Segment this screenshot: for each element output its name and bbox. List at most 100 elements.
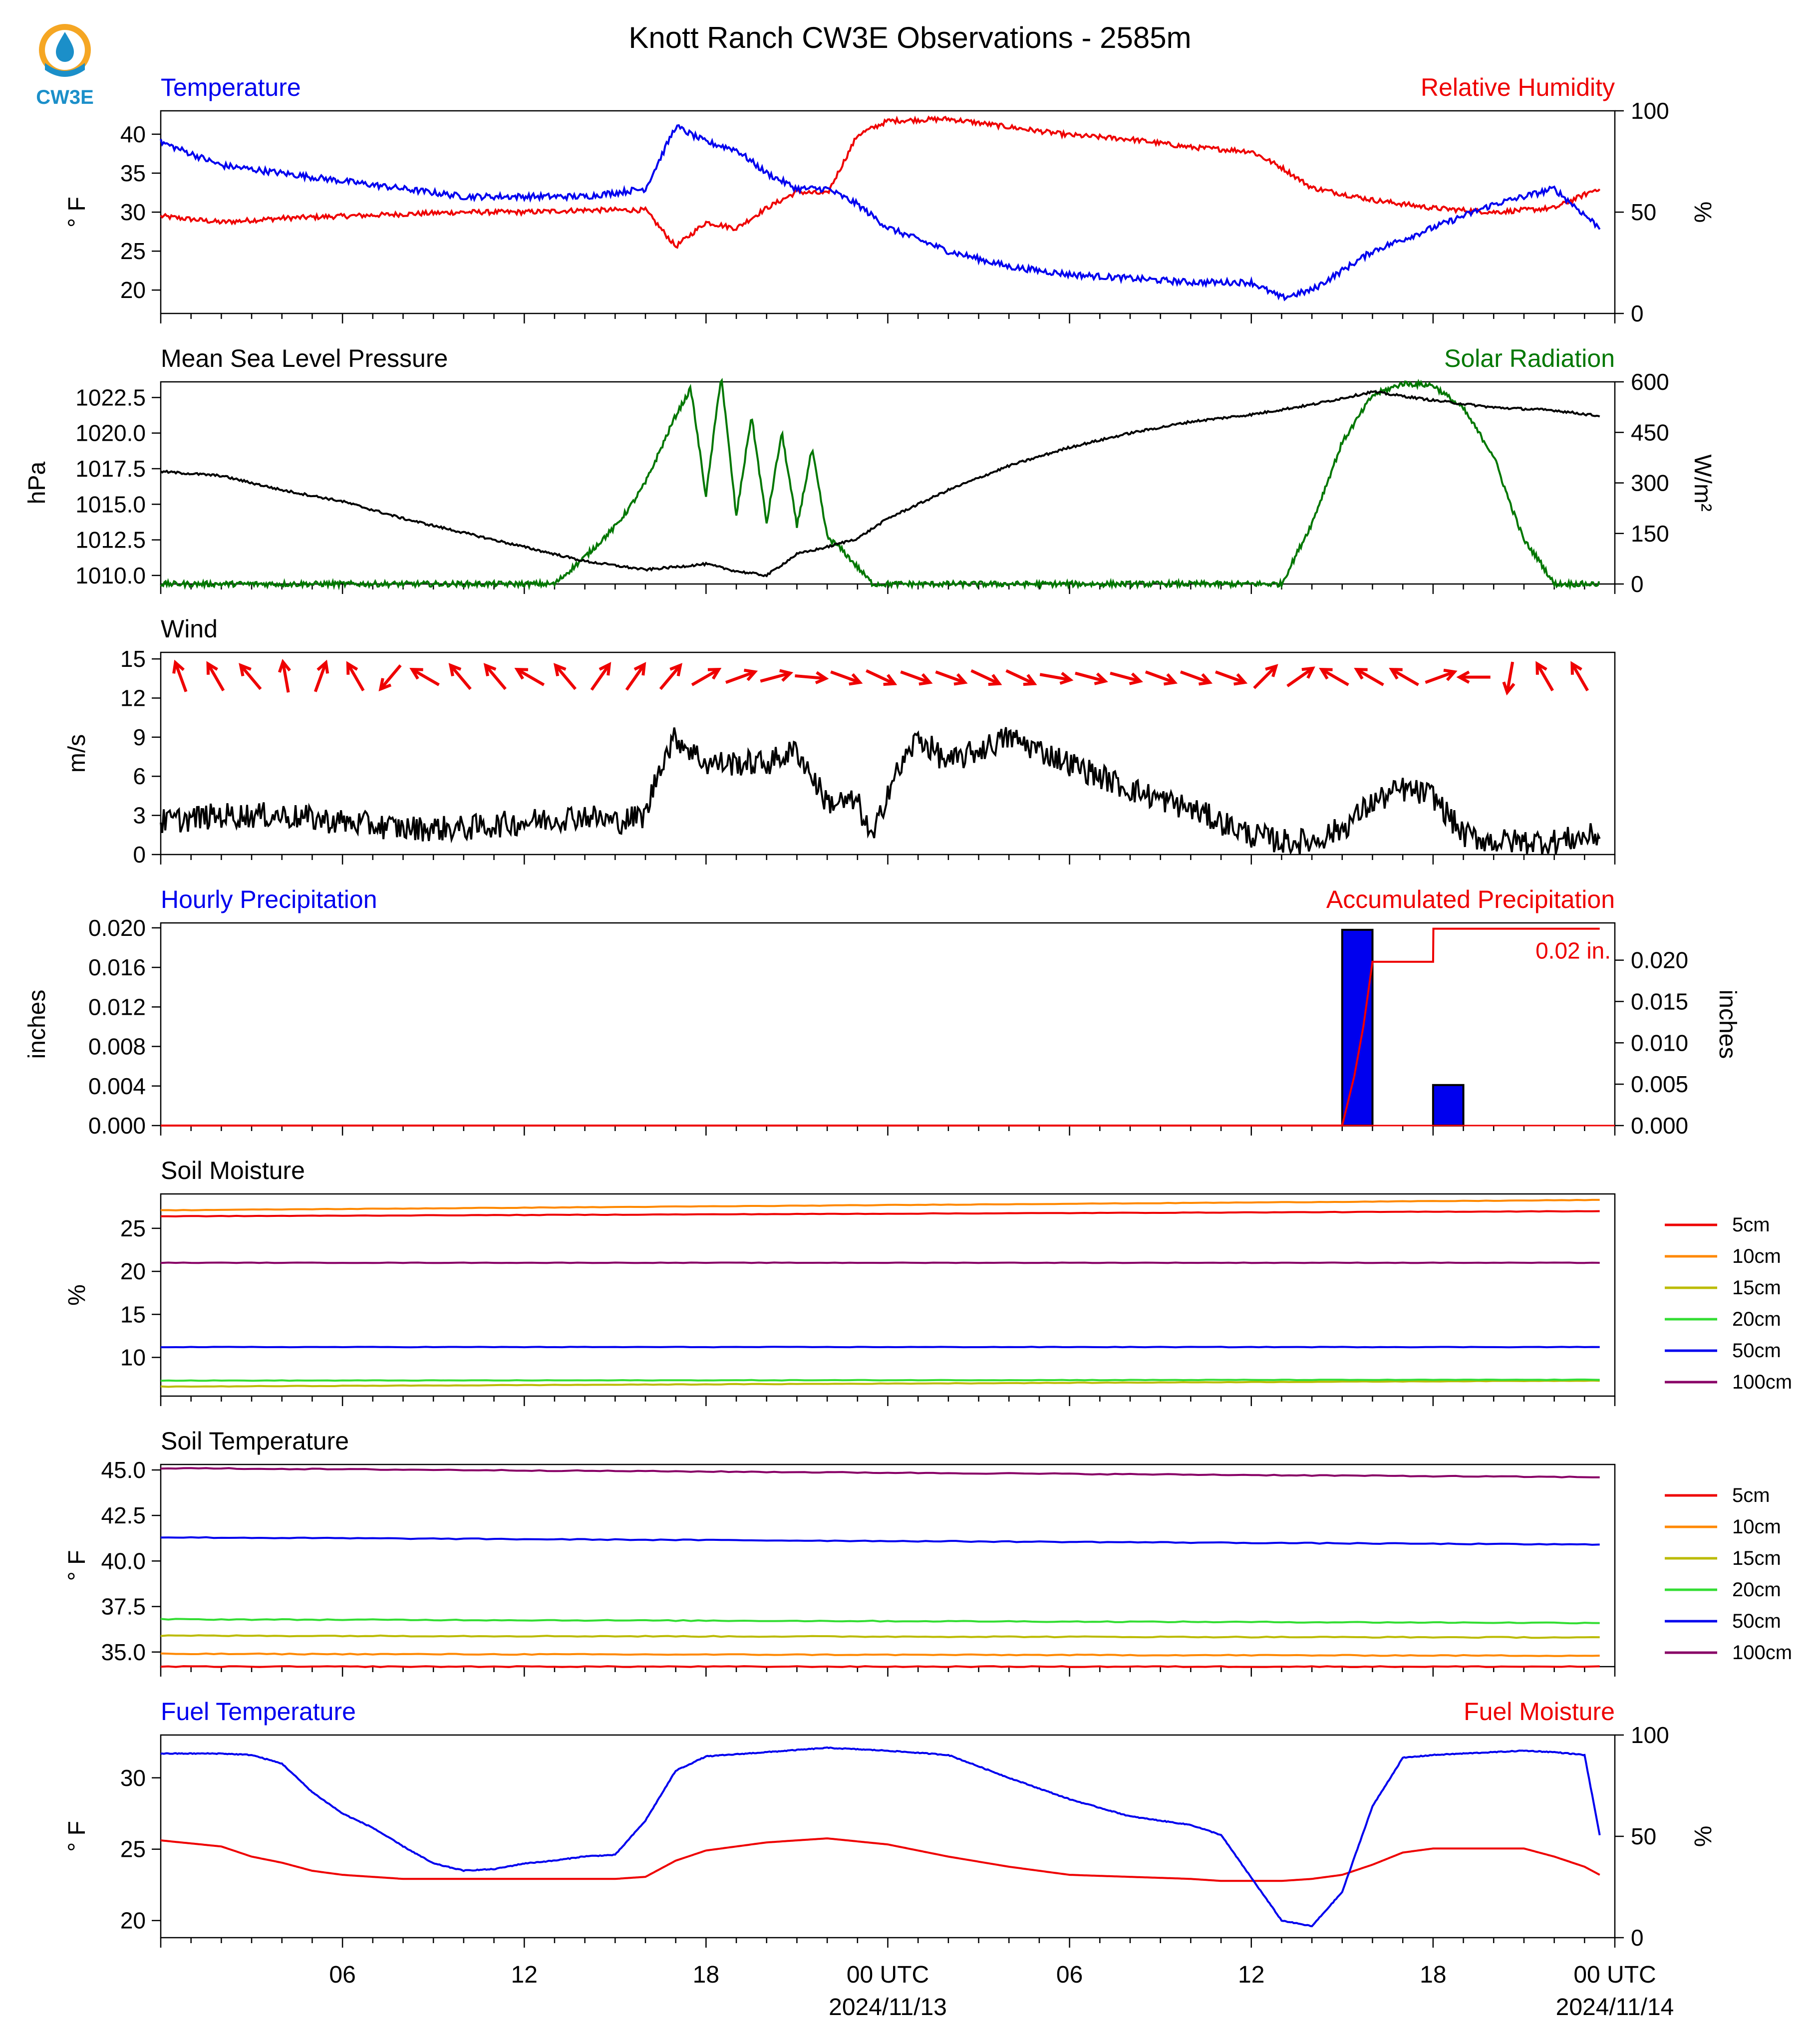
legend-label: 50cm [1732, 1610, 1781, 1632]
wind-arrow [346, 663, 365, 691]
y-tick-label: 35 [120, 160, 146, 186]
wind-arrow [554, 664, 577, 690]
wind-arrow-head [779, 669, 794, 682]
precipitation-panel: 0.000 0.004 0.008 0.012 0.016 0.020 inches 0.00… [24, 885, 1741, 1139]
wind-arrow [760, 671, 791, 683]
legend-label: 5cm [1732, 1214, 1770, 1236]
wind-arrow-head [1443, 668, 1458, 681]
legend-label: 100cm [1732, 1642, 1792, 1664]
wind-arrow-head [707, 668, 722, 680]
legend-label: 10cm [1732, 1245, 1781, 1267]
y-tick-label: 20 [120, 1908, 146, 1934]
y-right-tick-label: 450 [1631, 419, 1669, 445]
y-tick-label: 1012.5 [75, 527, 146, 553]
y-right-tick-label: 50 [1631, 199, 1656, 225]
legend-label: 5cm [1732, 1484, 1770, 1506]
y-tick-label: 0 [133, 842, 146, 868]
wind-arrow-head [1389, 668, 1403, 680]
wind-arrow [411, 668, 440, 686]
y-right-tick-label: 0.010 [1631, 1030, 1688, 1056]
panel-title-left: Soil Moisture [161, 1157, 305, 1184]
wind-arrow-head [1570, 661, 1582, 675]
wind-arrow-head [346, 661, 358, 675]
plot-frame [160, 110, 1616, 314]
wind-arrow [625, 663, 646, 691]
wind-arrow [1425, 670, 1455, 684]
wind-arrow-head [1023, 674, 1037, 686]
wind-arrow [1391, 668, 1419, 686]
panel-title-right: Fuel Moisture [1464, 1698, 1615, 1726]
plot-frame [160, 1734, 1616, 1939]
wind-arrow [1535, 663, 1554, 691]
y-axis-label: inches [24, 990, 50, 1059]
wind-arrow-head [918, 673, 933, 686]
wind-arrow-head [1265, 664, 1278, 677]
wind-arrow-head [206, 661, 218, 675]
y-right-tick-label: 600 [1631, 369, 1669, 395]
y-axis-label: ° F [64, 1821, 90, 1852]
y-right-tick-label: 100 [1631, 98, 1669, 124]
y-tick-label: 15 [120, 1301, 146, 1327]
x-date-label: 2024/11/14 [1556, 1994, 1674, 2021]
wind-arrow-head [744, 668, 758, 681]
wind-arrow [659, 664, 682, 690]
wind-arrow-head [815, 671, 829, 684]
panel-title-right: Relative Humidity [1421, 73, 1615, 101]
wind-arrow [935, 670, 965, 684]
wind-arrow-head [849, 673, 863, 686]
y-tick-label: 0.008 [88, 1034, 146, 1060]
wind-arrow [830, 670, 861, 684]
wind-arrow-head [448, 663, 462, 677]
y-tick-label: 25 [120, 238, 146, 264]
wind-arrow-head [953, 673, 968, 686]
y-tick-label: 1015.0 [75, 491, 146, 517]
panel-title-left: Fuel Temperature [161, 1698, 356, 1726]
y-tick-label: 1010.0 [75, 563, 146, 588]
wind-arrow [970, 669, 1000, 685]
wind-arrow [725, 670, 756, 684]
y-tick-label: 1017.5 [75, 456, 146, 482]
wind-arrow [1253, 665, 1277, 689]
x-tick-label: 12 [511, 1962, 538, 1988]
y-tick-label: 42.5 [101, 1502, 146, 1528]
soil-series-line [160, 1665, 1600, 1668]
y-right-tick-label: 0.015 [1631, 988, 1688, 1014]
y-tick-label: 0.020 [88, 915, 146, 941]
wind-arrow [379, 664, 402, 690]
cw3e-logo: CW3E [30, 18, 100, 108]
wind-arrow-head [378, 678, 392, 692]
soil-series-line [160, 1378, 1600, 1382]
precip-bar [1432, 1084, 1465, 1127]
wind-arrow-head [553, 663, 567, 677]
wind-arrow-head [1354, 668, 1368, 680]
wind-arrow [900, 670, 930, 684]
rh-series-line [160, 115, 1601, 249]
soil-series-line [161, 1210, 1600, 1218]
y-right-tick-label: 0.005 [1631, 1071, 1688, 1097]
plot-frame [160, 1193, 1616, 1397]
wind-arrow-head [483, 663, 497, 677]
wind-arrow [484, 664, 507, 690]
accumulated-total-label: 0.02 in. [1535, 938, 1611, 964]
y-right-tick-label: 150 [1631, 521, 1669, 547]
panel-title-left: Temperature [161, 73, 301, 101]
x-tick-label: 18 [693, 1962, 719, 1988]
y-tick-label: 10 [120, 1344, 146, 1370]
soil-series-line [160, 1467, 1600, 1478]
wind-arrow-head [1199, 673, 1213, 686]
wind-panel: 0 3 6 9 12 15 m/s Wind [64, 615, 1616, 868]
panel-title-left: Wind [161, 615, 218, 643]
wind-arrow [795, 674, 826, 680]
fuel-temperature-line [160, 1746, 1601, 1928]
panel-title-right: Accumulated Precipitation [1326, 885, 1615, 913]
soil-moisture-panel: 10 15 20 25% Soil Moisture 5cm 10cm 15cm 20cm 50c… [64, 1157, 1792, 1406]
wind-arrow [516, 668, 545, 686]
y-tick-label: 1022.5 [75, 384, 146, 410]
y-axis-label: ° F [64, 197, 90, 228]
y-axis-label: % [64, 1284, 90, 1306]
legend-label: 15cm [1732, 1277, 1781, 1299]
wind-arrow [1005, 669, 1035, 685]
wind-arrow [206, 663, 225, 691]
x-tick-label: 00 UTC [847, 1962, 929, 1988]
